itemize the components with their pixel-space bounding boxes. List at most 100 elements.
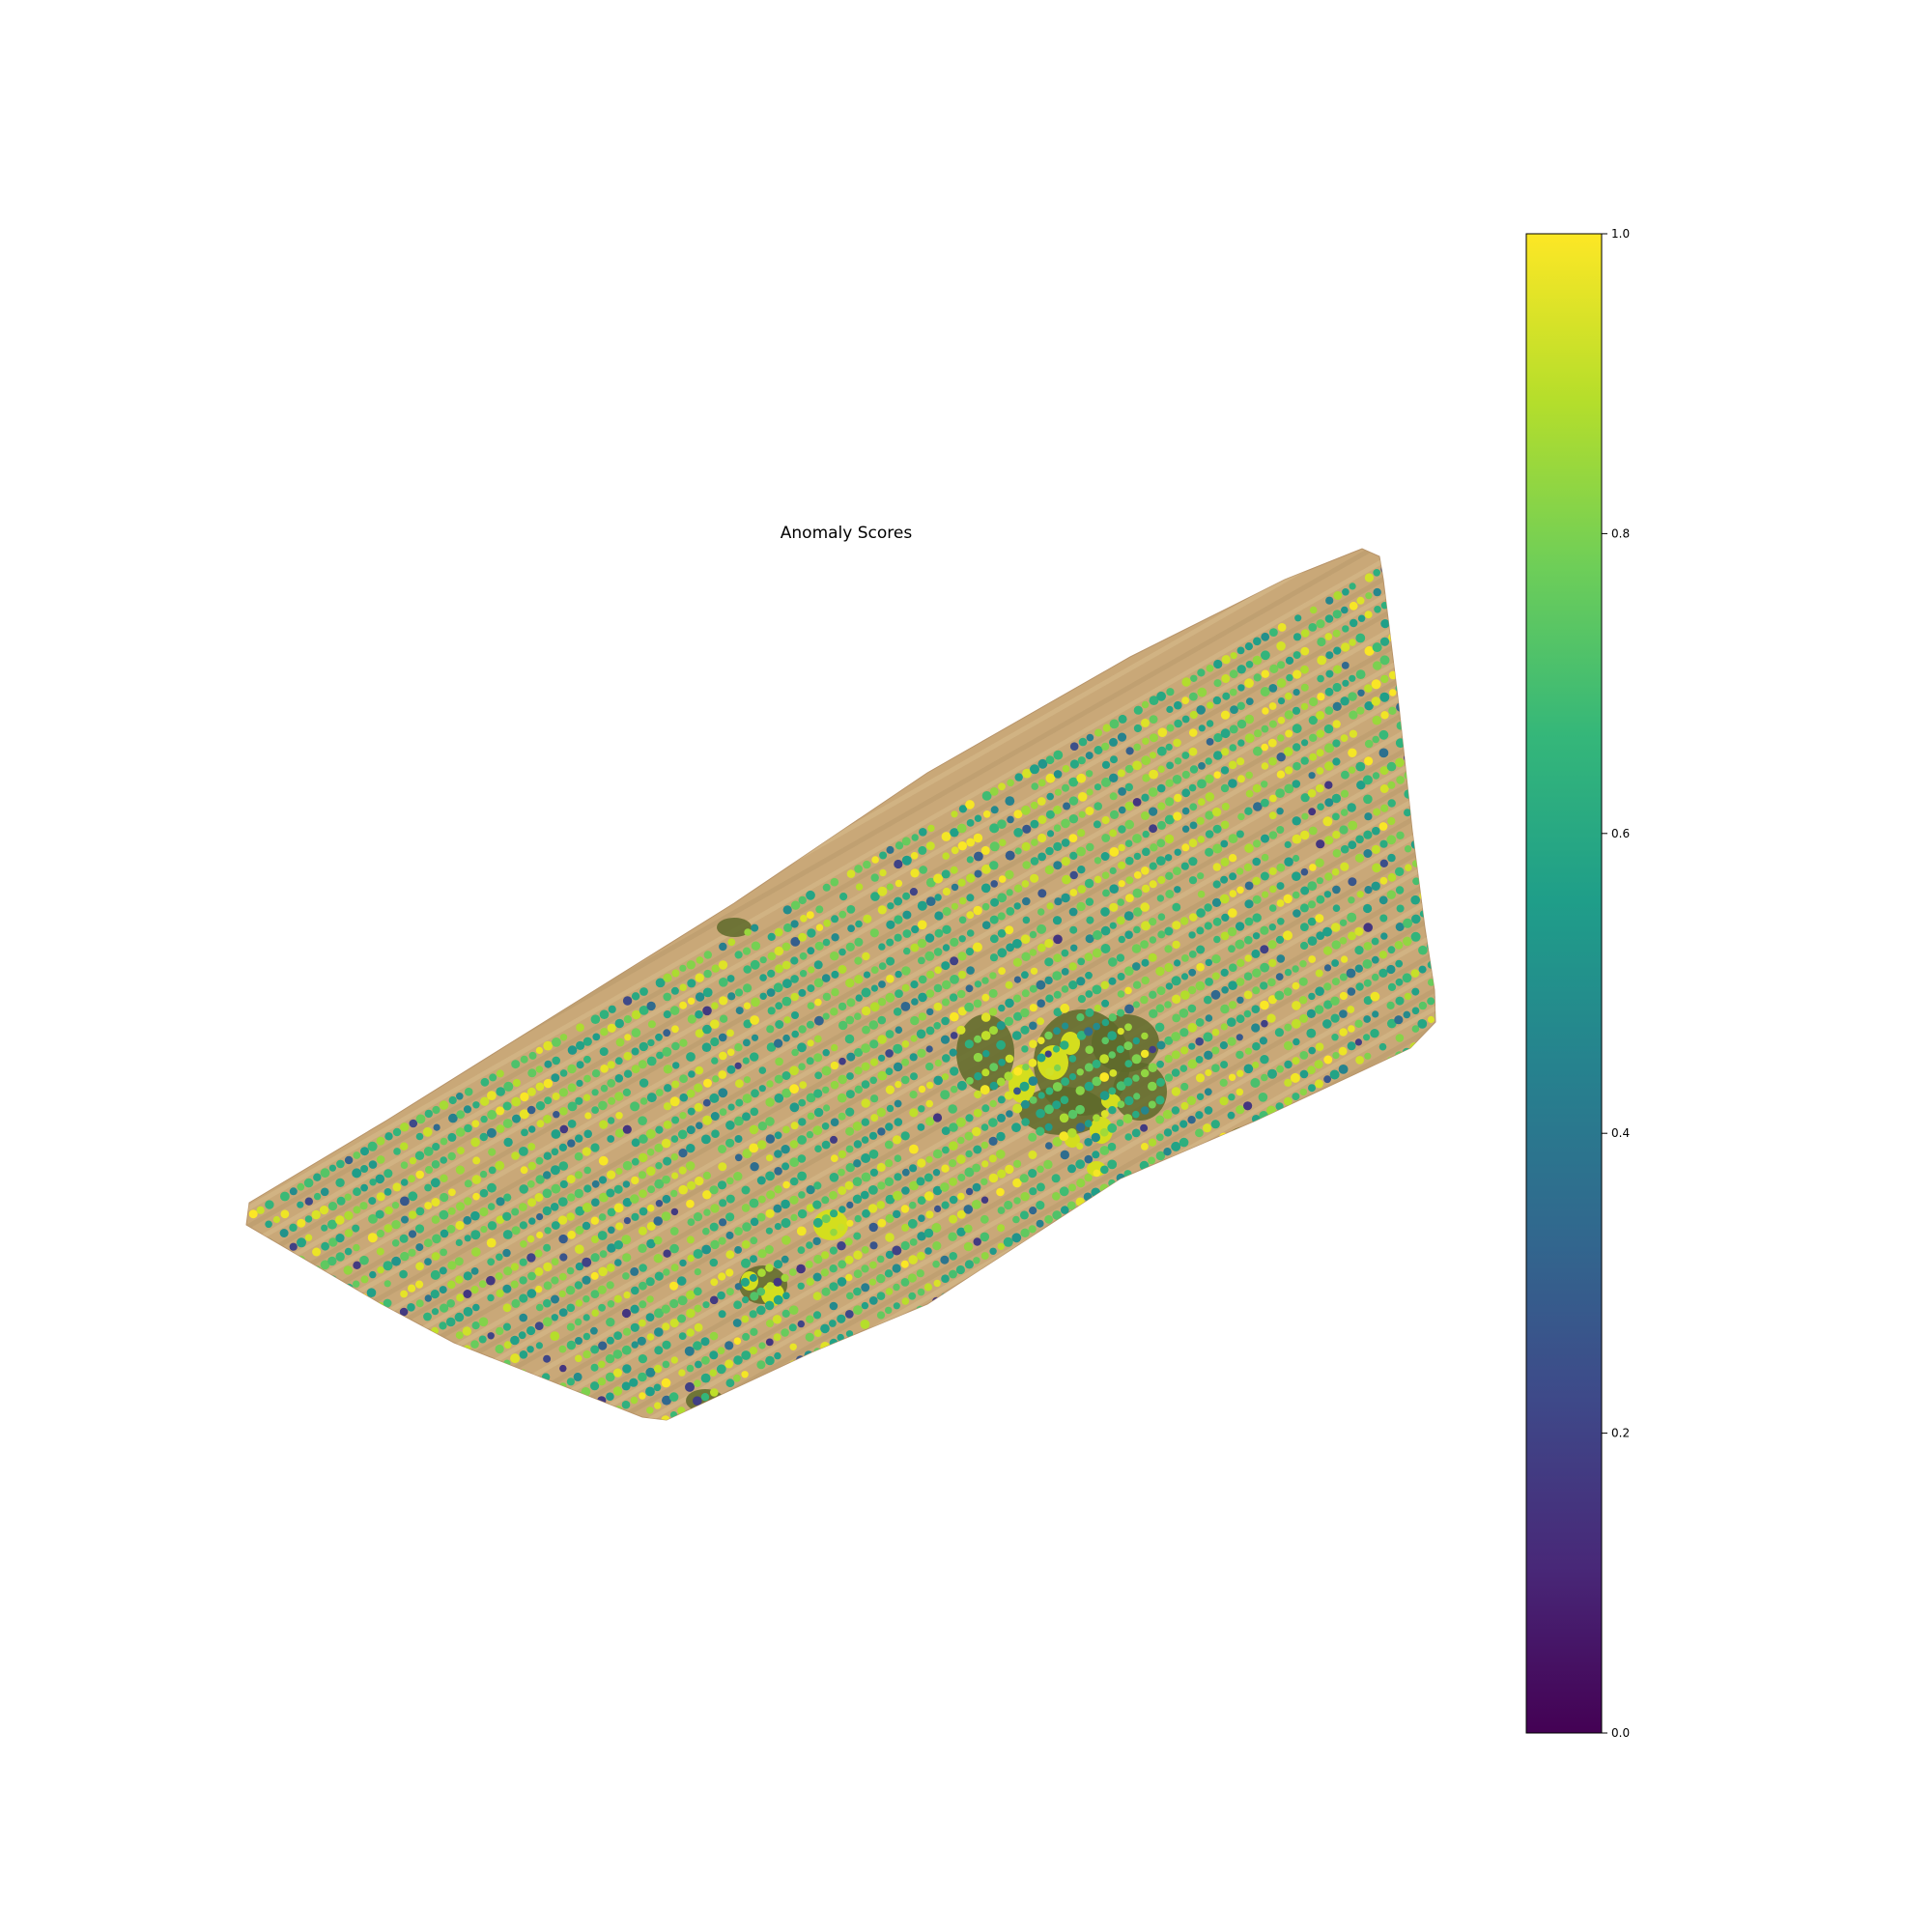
tree-score-dot	[1330, 923, 1341, 932]
tree-score-dot	[853, 1250, 863, 1260]
tree-score-dot	[1092, 1151, 1100, 1159]
tree-score-dot	[980, 883, 991, 894]
tree-score-dot	[1450, 928, 1459, 937]
tree-score-dot	[1061, 857, 1070, 867]
tree-score-dot	[1195, 1056, 1204, 1064]
tree-score-dot	[1730, 641, 1738, 649]
tree-score-dot	[1499, 827, 1508, 836]
tree-score-dot	[1889, 420, 1898, 429]
tree-score-dot	[455, 1350, 464, 1358]
tree-score-dot	[1833, 617, 1843, 627]
tree-score-dot	[1388, 559, 1398, 568]
tree-score-dot	[1897, 747, 1905, 754]
tree-score-dot	[534, 1249, 543, 1258]
tree-score-dot	[1723, 461, 1732, 469]
tree-score-dot	[623, 1051, 633, 1061]
tree-score-dot	[1236, 1014, 1245, 1024]
tree-score-dot	[997, 819, 1007, 829]
tree-score-dot	[574, 1318, 582, 1326]
tree-score-dot	[1634, 824, 1643, 833]
tree-score-dot	[606, 1336, 614, 1345]
tree-score-dot	[541, 1373, 551, 1381]
tree-score-dot	[471, 1247, 481, 1257]
tree-score-dot	[932, 1149, 943, 1159]
tree-score-dot	[1037, 779, 1046, 787]
tree-score-dot	[988, 1008, 998, 1016]
tree-score-dot	[990, 897, 1000, 907]
tree-score-dot	[1254, 729, 1263, 738]
tree-score-dot	[1756, 352, 1763, 358]
tree-score-dot	[399, 1307, 409, 1317]
tree-score-dot	[884, 1140, 894, 1150]
tree-score-dot	[608, 1096, 616, 1105]
tree-score-dot	[925, 877, 936, 888]
tree-score-dot	[1697, 751, 1707, 760]
tree-score-dot	[313, 1173, 322, 1181]
tree-score-dot	[1492, 740, 1499, 748]
tree-score-dot	[1842, 650, 1850, 658]
tree-score-dot	[1731, 457, 1741, 467]
tree-score-dot	[1476, 767, 1484, 775]
tree-score-dot	[1084, 1210, 1093, 1218]
tree-score-dot	[1084, 1173, 1093, 1182]
tree-score-dot	[1747, 503, 1754, 511]
tree-score-dot	[478, 1317, 489, 1327]
tree-score-dot	[559, 1034, 568, 1041]
tree-score-dot	[845, 1145, 854, 1153]
tree-score-dot	[1132, 1037, 1141, 1045]
tree-score-dot	[1772, 397, 1779, 405]
tree-score-dot	[1156, 895, 1165, 902]
tree-score-dot	[1022, 861, 1031, 869]
tree-score-dot	[1252, 876, 1261, 886]
tree-score-dot	[812, 1366, 822, 1375]
tree-score-dot	[1921, 716, 1928, 723]
tree-score-dot	[1780, 392, 1788, 400]
tree-score-dot	[1316, 729, 1325, 738]
tree-score-dot	[639, 1207, 648, 1216]
tree-score-dot	[1203, 1123, 1212, 1133]
tree-score-dot	[1187, 1023, 1198, 1033]
tree-score-dot	[1213, 659, 1223, 669]
tree-score-dot	[884, 1177, 895, 1187]
tree-score-dot	[965, 1187, 974, 1196]
tree-score-dot	[1187, 1004, 1197, 1013]
tree-score-dot	[1705, 746, 1715, 755]
tree-score-dot	[790, 1122, 799, 1130]
tree-score-dot	[1093, 1169, 1101, 1178]
tree-score-dot	[1452, 782, 1460, 790]
tree-score-dot	[955, 1264, 966, 1275]
tree-score-dot	[1109, 884, 1119, 894]
tree-score-dot	[813, 1383, 822, 1392]
tree-score-dot	[1826, 550, 1833, 557]
tree-score-dot	[638, 1429, 646, 1437]
tree-score-dot	[470, 1137, 480, 1148]
tree-score-dot	[464, 1364, 471, 1372]
tree-score-dot	[1682, 851, 1691, 861]
tree-score-dot	[980, 1269, 989, 1279]
tree-score-dot	[654, 1346, 664, 1355]
tree-score-dot	[1261, 632, 1270, 641]
tree-score-dot	[1820, 554, 1827, 560]
tree-score-dot	[861, 1246, 869, 1254]
tree-score-dot	[767, 1007, 776, 1015]
tree-score-dot	[519, 1147, 528, 1156]
tree-score-dot	[573, 1372, 582, 1381]
tree-score-dot	[1515, 910, 1522, 918]
tree-score-dot	[1849, 700, 1859, 710]
tree-score-dot	[1236, 775, 1245, 783]
tree-score-dot	[479, 1188, 489, 1198]
tree-score-dot	[408, 1230, 417, 1238]
tree-score-dot	[974, 980, 982, 988]
tree-score-dot	[582, 1257, 592, 1267]
tree-score-dot	[1882, 498, 1891, 508]
tree-score-dot	[502, 1303, 512, 1313]
tree-score-dot	[639, 1392, 646, 1400]
tree-score-dot	[877, 1366, 886, 1375]
tree-score-dot	[1427, 665, 1435, 674]
tree-score-dot	[1362, 1089, 1372, 1097]
tree-score-dot	[1643, 691, 1652, 699]
tree-score-dot	[1308, 716, 1318, 725]
tree-score-dot	[1004, 1016, 1014, 1027]
tree-score-dot	[526, 1437, 534, 1445]
tree-score-dot	[1874, 430, 1883, 439]
